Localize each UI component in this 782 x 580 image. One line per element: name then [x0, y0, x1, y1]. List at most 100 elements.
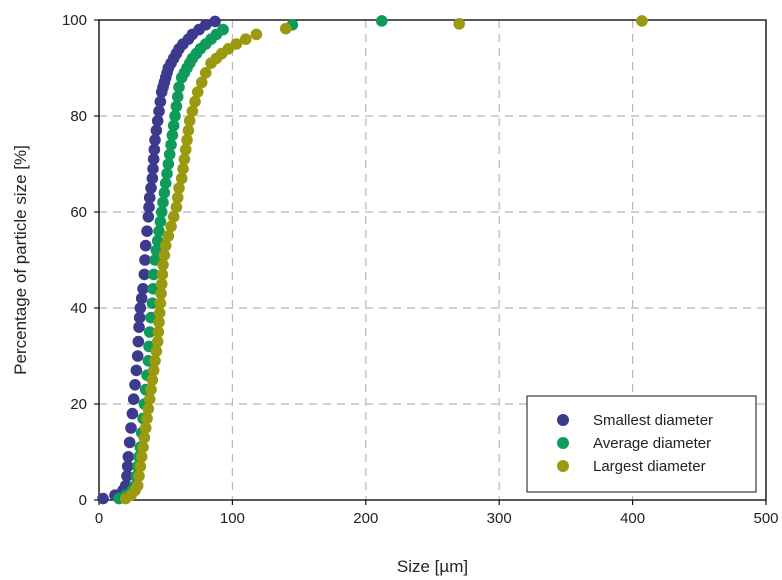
- data-point: [250, 28, 263, 41]
- legend-marker: [557, 437, 569, 449]
- data-point: [171, 191, 184, 204]
- legend: Smallest diameter Average diameter Largest…: [526, 395, 757, 493]
- data-point: [155, 278, 168, 290]
- data-point: [131, 479, 144, 492]
- data-point: [135, 451, 148, 463]
- data-point: [157, 196, 169, 209]
- series-1: [113, 15, 388, 505]
- data-point: [154, 297, 167, 310]
- data-point: [150, 345, 163, 358]
- data-point: [125, 422, 137, 434]
- data-point: [155, 287, 167, 300]
- data-point: [132, 335, 145, 348]
- data-point: [97, 492, 109, 505]
- data-point: [230, 38, 243, 50]
- data-point: [146, 374, 159, 386]
- data-point: [158, 187, 171, 199]
- x-tick-label: 200: [353, 510, 378, 527]
- data-point: [157, 259, 169, 271]
- data-point: [169, 110, 181, 122]
- data-point: [145, 383, 157, 396]
- data-point: [134, 460, 147, 473]
- data-point: [162, 230, 175, 242]
- data-point: [173, 182, 185, 194]
- data-point: [167, 119, 180, 132]
- data-point: [141, 225, 153, 237]
- data-point: [133, 321, 145, 334]
- legend-label: Largest diameter: [593, 458, 706, 475]
- data-point: [139, 239, 152, 252]
- data-point: [453, 18, 465, 30]
- data-point: [162, 158, 175, 170]
- data-point: [636, 15, 648, 27]
- data-point: [134, 302, 147, 314]
- data-point: [153, 105, 165, 117]
- data-point: [139, 254, 151, 266]
- legend-label: Smallest diameter: [593, 412, 713, 429]
- data-point: [133, 311, 146, 324]
- data-point: [153, 316, 165, 329]
- data-point: [138, 431, 151, 444]
- data-point: [175, 172, 188, 185]
- data-point: [145, 182, 157, 194]
- data-point: [189, 95, 201, 108]
- x-tick-label: 0: [95, 510, 103, 527]
- data-point: [159, 177, 172, 189]
- data-point: [141, 412, 153, 425]
- data-point: [139, 422, 152, 434]
- x-tick-label: 300: [487, 510, 512, 527]
- data-point: [170, 100, 183, 113]
- y-tick-label: 60: [70, 204, 87, 221]
- data-point: [142, 403, 155, 415]
- data-point: [151, 335, 164, 348]
- data-point: [217, 23, 229, 36]
- data-point: [142, 211, 155, 223]
- data-point: [137, 441, 149, 454]
- y-tick-label: 80: [70, 108, 87, 125]
- data-point: [199, 19, 212, 31]
- data-point: [159, 239, 172, 252]
- data-point: [177, 163, 189, 175]
- data-point: [167, 211, 180, 223]
- data-point: [183, 115, 196, 127]
- data-point: [138, 268, 151, 281]
- x-tick-label: 500: [753, 510, 778, 527]
- data-point: [121, 470, 133, 482]
- data-point: [146, 297, 159, 310]
- data-point: [170, 201, 183, 213]
- data-point: [131, 350, 144, 362]
- data-point: [146, 172, 159, 185]
- series-2: [119, 15, 648, 505]
- data-point: [147, 153, 160, 165]
- data-point: [161, 167, 173, 180]
- data-point: [123, 436, 136, 449]
- data-point: [143, 393, 156, 406]
- data-point: [147, 364, 160, 377]
- data-point: [178, 153, 191, 165]
- data-point: [129, 379, 141, 391]
- data-point: [127, 393, 140, 406]
- data-point: [143, 191, 156, 204]
- data-point: [126, 407, 139, 420]
- data-point: [165, 220, 177, 233]
- y-tick-label: 40: [70, 300, 87, 317]
- data-point: [122, 451, 135, 463]
- data-point: [147, 268, 160, 281]
- data-point: [154, 215, 167, 228]
- legend-marker: [557, 414, 569, 426]
- y-axis-title: Percentage of particle size [%]: [11, 145, 30, 375]
- data-point: [149, 355, 161, 367]
- data-point: [143, 201, 155, 213]
- x-axis-title: Size [µm]: [397, 557, 468, 576]
- data-point: [155, 206, 168, 218]
- data-point: [156, 268, 169, 281]
- data-point: [179, 143, 192, 156]
- data-point: [137, 283, 149, 295]
- data-point: [195, 76, 208, 89]
- data-point: [147, 163, 159, 175]
- data-point: [121, 460, 134, 473]
- data-point: [143, 326, 156, 338]
- data-point: [163, 148, 176, 161]
- y-tick-label: 0: [79, 492, 87, 509]
